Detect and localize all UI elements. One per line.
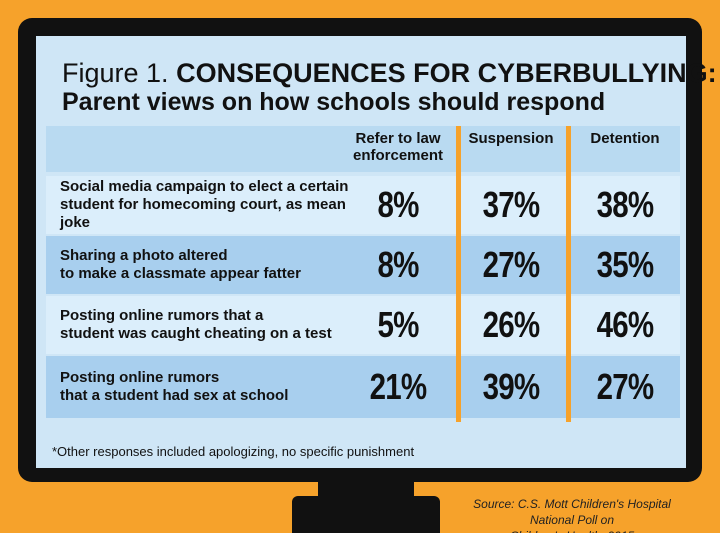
row-label: Posting online rumors that a student was … (46, 296, 354, 354)
row-background (46, 356, 680, 418)
column-header-line: Detention (590, 130, 660, 147)
column-divider (456, 126, 461, 422)
row-label-line: Posting online rumors that a (60, 307, 264, 324)
cell-value: 35% (596, 244, 654, 285)
column-divider (566, 126, 571, 422)
source-line: Children's Health, 2015 (452, 528, 692, 533)
cell-value: 8% (377, 184, 419, 225)
cell-value: 5% (377, 304, 419, 345)
row-label-line: Sharing a photo altered (60, 247, 228, 264)
cell-value: 26% (482, 304, 540, 345)
column-header: Refer to law enforcement (340, 130, 456, 164)
cell-value: 27% (482, 244, 540, 285)
row-label-line: that a student had sex at school (60, 387, 289, 404)
row-background (46, 296, 680, 354)
column-header-line: Suspension (468, 130, 554, 147)
title-prefix: Figure 1. (62, 58, 169, 88)
footnote: *Other responses included apologizing, n… (52, 444, 415, 459)
row-label: Social media campaign to elect a certain… (46, 176, 354, 234)
source-line: Source: C.S. Mott Children's Hospital Na… (473, 497, 671, 527)
row-background (46, 236, 680, 294)
title-main: CONSEQUENCES FOR CYBERBULLYING: (176, 58, 717, 88)
row-label-line: student was caught cheating on a test (60, 325, 332, 342)
row-label-line: Posting online rumors (60, 369, 220, 386)
monitor-base (292, 496, 440, 533)
column-header: Suspension (458, 130, 564, 164)
row-label-line: Social media campaign to elect a certain (60, 178, 349, 195)
title: Figure 1. CONSEQUENCES FOR CYBERBULLYING… (62, 58, 717, 89)
cell-value: 21% (369, 366, 427, 407)
monitor-neck (318, 482, 414, 498)
row-background (46, 126, 680, 172)
cell-value: 39% (482, 366, 540, 407)
column-header-line: Refer to law (355, 130, 441, 147)
source: Source: C.S. Mott Children's Hospital Na… (452, 496, 692, 533)
column-header: Detention (570, 130, 680, 164)
table: Refer to law enforcement Suspension Detenti… (46, 126, 680, 422)
column-header-line: enforcement (352, 147, 444, 164)
row-label-line: to make a classmate appear fatter (60, 265, 301, 282)
row-label: Posting online rumors that a student had … (46, 356, 354, 418)
cell-value: 27% (596, 366, 654, 407)
cell-value: 46% (596, 304, 654, 345)
subtitle: Parent views on how schools should respo… (62, 88, 606, 116)
cell-value: 37% (482, 184, 540, 225)
row-label-line: student for homecoming court, as mean jo… (60, 196, 346, 231)
row-label: Sharing a photo altered to make a classma… (46, 236, 354, 294)
row-background (46, 176, 680, 234)
cell-value: 38% (596, 184, 654, 225)
cell-value: 8% (377, 244, 419, 285)
